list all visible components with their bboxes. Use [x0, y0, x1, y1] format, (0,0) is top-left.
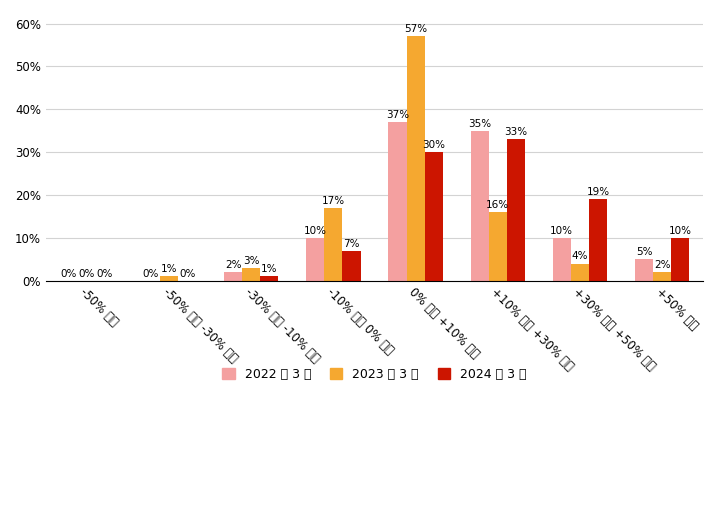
Text: 2%: 2% — [225, 260, 242, 270]
Bar — [425, 152, 443, 281]
Text: 2%: 2% — [654, 260, 671, 270]
Bar — [671, 238, 689, 281]
Bar — [324, 208, 342, 281]
Text: 5%: 5% — [636, 247, 653, 257]
Bar — [553, 238, 571, 281]
Bar — [589, 199, 607, 281]
Text: 3%: 3% — [243, 256, 260, 266]
Bar — [507, 139, 525, 281]
Text: 57%: 57% — [404, 24, 427, 34]
Text: 1%: 1% — [261, 264, 278, 274]
Bar — [407, 36, 425, 281]
Bar — [160, 277, 178, 281]
Bar — [342, 251, 360, 281]
Text: 30%: 30% — [422, 140, 445, 150]
Text: 0%: 0% — [97, 268, 113, 279]
Bar — [635, 259, 653, 281]
Text: 4%: 4% — [572, 251, 588, 262]
Bar — [224, 272, 242, 281]
Text: 10%: 10% — [304, 226, 327, 236]
Bar — [471, 131, 489, 281]
Text: 17%: 17% — [322, 196, 345, 206]
Bar — [389, 122, 407, 281]
Text: 0%: 0% — [143, 268, 159, 279]
Text: 10%: 10% — [550, 226, 573, 236]
Text: 35%: 35% — [468, 119, 491, 128]
Text: 33%: 33% — [504, 127, 527, 137]
Legend: 2022 年 3 月, 2023 年 3 月, 2024 年 3 月: 2022 年 3 月, 2023 年 3 月, 2024 年 3 月 — [217, 363, 531, 386]
Bar — [242, 268, 260, 281]
Bar — [571, 264, 589, 281]
Bar — [489, 212, 507, 281]
Text: 0%: 0% — [79, 268, 95, 279]
Text: 7%: 7% — [343, 239, 360, 249]
Text: 0%: 0% — [61, 268, 77, 279]
Text: 37%: 37% — [386, 110, 409, 120]
Bar — [306, 238, 324, 281]
Text: 10%: 10% — [668, 226, 691, 236]
Bar — [260, 277, 278, 281]
Text: 19%: 19% — [586, 187, 609, 197]
Bar — [653, 272, 671, 281]
Text: 1%: 1% — [161, 264, 177, 274]
Text: 16%: 16% — [486, 200, 509, 210]
Text: 0%: 0% — [179, 268, 195, 279]
